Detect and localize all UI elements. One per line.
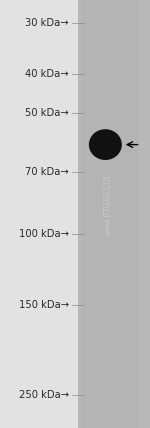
Text: 150 kDa→: 150 kDa→ (19, 300, 69, 310)
Bar (78, 0, 150, 428)
Bar (0, 0, 78, 428)
Text: 40 kDa→: 40 kDa→ (25, 68, 69, 78)
Bar (81, 0, 138, 428)
Text: 70 kDa→: 70 kDa→ (25, 166, 69, 177)
Text: 250 kDa→: 250 kDa→ (19, 390, 69, 400)
Text: 50 kDa→: 50 kDa→ (25, 107, 69, 118)
Ellipse shape (89, 129, 122, 160)
Text: www.PTGAB.COI: www.PTGAB.COI (104, 175, 113, 236)
Text: 30 kDa→: 30 kDa→ (25, 18, 69, 28)
Text: 100 kDa→: 100 kDa→ (19, 229, 69, 239)
